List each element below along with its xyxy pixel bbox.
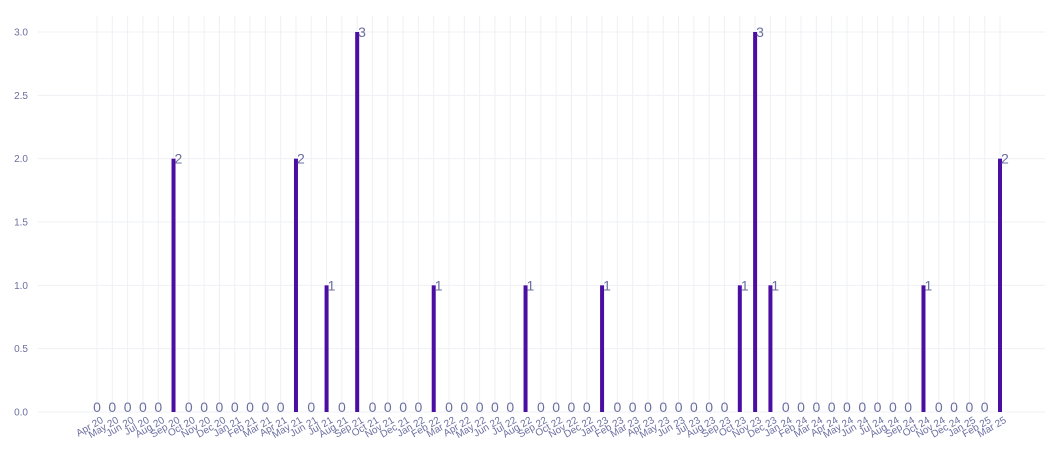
data-label: 0 bbox=[568, 399, 576, 415]
data-label: 1 bbox=[328, 277, 336, 293]
data-label: 1 bbox=[924, 277, 932, 293]
data-label: 0 bbox=[384, 399, 392, 415]
data-label: 0 bbox=[216, 399, 224, 415]
data-label: 0 bbox=[889, 399, 897, 415]
data-label: 0 bbox=[369, 399, 377, 415]
grid bbox=[38, 16, 1045, 413]
data-label: 0 bbox=[139, 399, 147, 415]
data-label: 0 bbox=[583, 399, 591, 415]
data-label: 0 bbox=[965, 399, 973, 415]
bar bbox=[737, 285, 742, 412]
data-label: 0 bbox=[935, 399, 943, 415]
data-label: 0 bbox=[874, 399, 882, 415]
data-label: 0 bbox=[399, 399, 407, 415]
data-label: 0 bbox=[812, 399, 820, 415]
y-tick-label: 1.5 bbox=[14, 218, 28, 229]
data-label: 0 bbox=[904, 399, 912, 415]
data-label: 2 bbox=[1001, 151, 1009, 167]
y-tick-label: 2.0 bbox=[14, 154, 28, 165]
data-label: 0 bbox=[675, 399, 683, 415]
y-tick-label: 1.0 bbox=[14, 281, 28, 292]
data-label: 0 bbox=[460, 399, 468, 415]
bar bbox=[171, 158, 176, 412]
y-tick-label: 0.5 bbox=[14, 344, 28, 355]
data-label: 0 bbox=[552, 399, 560, 415]
data-label: 0 bbox=[415, 399, 423, 415]
bar bbox=[293, 158, 298, 412]
data-label: 0 bbox=[476, 399, 484, 415]
data-label: 0 bbox=[108, 399, 116, 415]
data-label: 0 bbox=[828, 399, 836, 415]
bar bbox=[600, 285, 605, 412]
data-label: 0 bbox=[506, 399, 514, 415]
data-label: 0 bbox=[445, 399, 453, 415]
data-label: 0 bbox=[613, 399, 621, 415]
data-label: 1 bbox=[527, 277, 535, 293]
data-label: 2 bbox=[297, 151, 305, 167]
data-label: 0 bbox=[277, 399, 285, 415]
y-tick-label: 3.0 bbox=[14, 28, 28, 39]
data-label: 0 bbox=[659, 399, 667, 415]
data-label: 1 bbox=[771, 277, 779, 293]
y-tick-label: 0.0 bbox=[14, 408, 28, 419]
data-label: 0 bbox=[721, 399, 729, 415]
data-label: 0 bbox=[261, 399, 269, 415]
data-label: 0 bbox=[491, 399, 499, 415]
data-label: 0 bbox=[644, 399, 652, 415]
data-label: 0 bbox=[338, 399, 346, 415]
bar bbox=[753, 32, 758, 412]
data-label: 0 bbox=[124, 399, 132, 415]
data-label: 3 bbox=[756, 24, 764, 40]
bar bbox=[355, 32, 360, 412]
bar bbox=[921, 285, 926, 412]
data-label: 0 bbox=[705, 399, 713, 415]
data-label: 0 bbox=[629, 399, 637, 415]
data-label: 0 bbox=[858, 399, 866, 415]
data-label: 0 bbox=[782, 399, 790, 415]
bar bbox=[523, 285, 528, 412]
data-label: 0 bbox=[185, 399, 193, 415]
data-label: 2 bbox=[175, 151, 183, 167]
data-label: 0 bbox=[200, 399, 208, 415]
data-label: 0 bbox=[690, 399, 698, 415]
bars bbox=[171, 32, 1002, 412]
data-label: 1 bbox=[603, 277, 611, 293]
data-label: 0 bbox=[843, 399, 851, 415]
data-label: 0 bbox=[981, 399, 989, 415]
y-axis-ticks: 0.0 0.5 1.0 1.5 2.0 2.5 3.0 bbox=[14, 28, 28, 419]
bar bbox=[998, 158, 1002, 412]
bar bbox=[431, 285, 436, 412]
data-label: 0 bbox=[307, 399, 315, 415]
data-label: 0 bbox=[537, 399, 545, 415]
bar bbox=[324, 285, 329, 412]
data-label: 0 bbox=[154, 399, 162, 415]
data-label: 1 bbox=[435, 277, 443, 293]
data-label: 0 bbox=[797, 399, 805, 415]
data-label: 0 bbox=[93, 399, 101, 415]
data-label: 3 bbox=[358, 24, 366, 40]
y-tick-label: 2.5 bbox=[14, 91, 28, 102]
data-label: 0 bbox=[950, 399, 958, 415]
bar bbox=[768, 285, 773, 412]
data-label: 0 bbox=[231, 399, 239, 415]
data-label: 0 bbox=[246, 399, 254, 415]
data-label: 1 bbox=[741, 277, 749, 293]
